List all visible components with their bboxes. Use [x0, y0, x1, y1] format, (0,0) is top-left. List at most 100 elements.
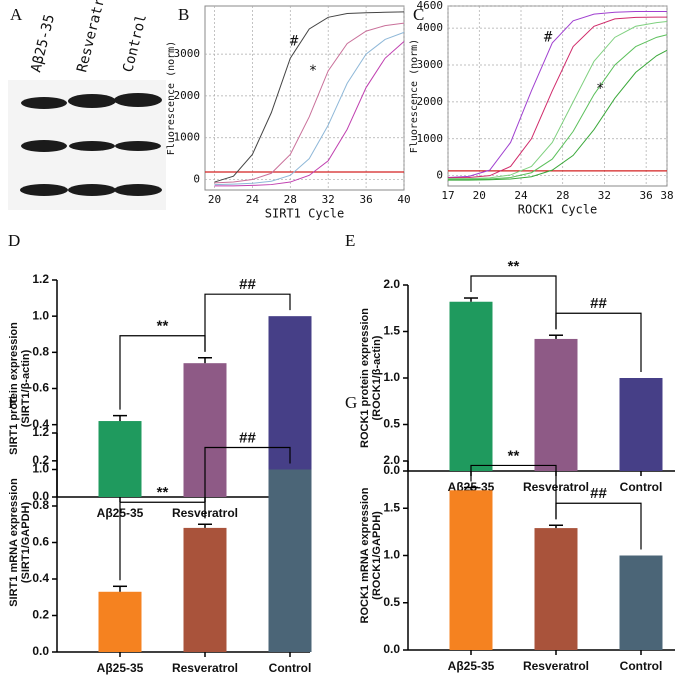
- y-axis-label: Fluorescence (norm): [166, 41, 177, 155]
- western-blot: A: [8, 5, 166, 210]
- y-tick-label: 1000: [417, 132, 444, 145]
- significance-label: ##: [590, 295, 607, 312]
- y-tick-label: 0.8: [32, 345, 49, 359]
- panel-letter: G: [345, 393, 357, 412]
- annotation: #: [544, 29, 553, 45]
- lane-label: Control: [120, 13, 150, 74]
- y-tick-label: 0.8: [32, 498, 49, 512]
- x-tick-label: 28: [284, 193, 297, 206]
- blot-bands: [20, 93, 162, 196]
- x-axis-label: ROCK1 Cycle: [518, 203, 597, 217]
- panel-letter: E: [345, 231, 355, 250]
- plot-area: [447, 5, 668, 187]
- significance-label: **: [508, 258, 520, 275]
- bar: [98, 421, 142, 497]
- curve: [214, 11, 405, 183]
- significance-bracket: [555, 502, 642, 550]
- significance-bracket: [204, 293, 291, 352]
- bar: [268, 316, 312, 497]
- bar: [534, 338, 578, 471]
- y-tick-label: 0.2: [32, 608, 49, 622]
- bar: [534, 528, 578, 650]
- x-tick-label: 36: [359, 193, 372, 206]
- y-axis-label: SIRT1 mRNA expression: [8, 478, 20, 607]
- y-tick-label: 0.0: [383, 642, 400, 656]
- y-axis-label: (ROCK1/β-actin): [371, 335, 383, 420]
- y-axis-label: ROCK1 protein expression: [359, 308, 371, 448]
- x-tick-label: Control: [269, 661, 312, 675]
- x-tick-label: 24: [246, 193, 260, 206]
- x-tick-label: 32: [598, 189, 611, 202]
- y-tick-label: 0.0: [32, 489, 49, 503]
- y-tick-label: 1.2: [32, 425, 49, 439]
- y-tick-label: 2.0: [383, 453, 400, 467]
- y-tick-label: 3000: [174, 47, 201, 60]
- bar: [619, 378, 663, 471]
- line-chart: 0 1000 2000 3000 4000 4600 17 20 24 28 32 36 38 # * ROC…: [409, 0, 674, 217]
- bar: [98, 591, 142, 652]
- lane-label: Aβ25-35: [28, 13, 58, 74]
- y-tick-label: 1.2: [32, 272, 49, 286]
- significance-label: **: [157, 318, 169, 335]
- x-tick-label: Aβ25-35: [97, 661, 144, 675]
- y-tick-label: 3000: [417, 58, 444, 71]
- significance-label: **: [157, 484, 169, 501]
- x-tick-label: Resveratrol: [172, 661, 238, 675]
- y-tick-label: 0.4: [32, 417, 49, 431]
- annotation: *: [596, 81, 604, 97]
- y-tick-label: 0.0: [32, 644, 49, 658]
- x-tick-label: Aβ25-35: [448, 659, 495, 673]
- x-tick-label: 32: [322, 193, 335, 206]
- bar: [449, 301, 493, 471]
- significance-bracket: [470, 464, 557, 520]
- significance-bracket: [555, 312, 642, 372]
- y-axis-label: (ROCK1/GAPDH): [371, 511, 383, 600]
- y-tick-label: 1.0: [383, 548, 400, 562]
- significance-bracket: [204, 446, 291, 519]
- y-tick-label: 0.6: [32, 381, 49, 395]
- curve: [448, 34, 668, 180]
- y-tick-label: 1000: [174, 131, 201, 144]
- significance-bracket: [470, 275, 557, 330]
- y-tick-label: 2000: [417, 95, 444, 108]
- x-tick-label: 28: [556, 189, 569, 202]
- y-tick-label: 1.0: [32, 462, 49, 476]
- x-tick-label: Control: [620, 480, 663, 494]
- significance-label: **: [508, 447, 520, 464]
- x-tick-label: 36: [640, 189, 653, 202]
- y-axis-label: ROCK1 mRNA expression: [359, 487, 371, 623]
- y-tick-label: 1.5: [383, 324, 400, 338]
- panel-letter: F: [8, 393, 17, 412]
- x-tick-label: 17: [441, 189, 454, 202]
- y-tick-label: 0: [193, 173, 200, 186]
- y-tick-label: 4000: [417, 21, 444, 34]
- y-tick-label: 0.5: [383, 595, 400, 609]
- annotation: #: [290, 34, 299, 50]
- y-tick-label: 0.2: [32, 453, 49, 467]
- x-tick-label: Resveratrol: [523, 659, 589, 673]
- x-tick-label: 38: [660, 189, 673, 202]
- curve: [214, 41, 405, 187]
- y-axis-label: SIRT1 protein expression: [8, 322, 20, 455]
- panel-letter: B: [178, 5, 189, 24]
- lane-label: Resveratrol: [74, 0, 112, 74]
- curve: [448, 49, 668, 181]
- y-axis-label: Fluorescence (norm): [409, 39, 420, 153]
- bar: [268, 469, 312, 652]
- curve: [447, 16, 667, 179]
- y-tick-label: 1.0: [383, 370, 400, 384]
- x-tick-label: 24: [514, 189, 528, 202]
- bar: [449, 490, 493, 650]
- significance-label: ##: [239, 276, 256, 293]
- y-tick-label: 0.5: [383, 417, 400, 431]
- x-tick-label: 20: [208, 193, 221, 206]
- y-tick-label: 0: [436, 169, 443, 182]
- curve: [447, 11, 667, 179]
- y-tick-label: 0.6: [32, 535, 49, 549]
- bar-chart: 0.0 0.5 1.0 1.5 2.0 Aβ25-35 Resveratrol Control…: [359, 447, 675, 673]
- y-tick-label: 2.0: [383, 277, 400, 291]
- bar-chart: 0.00.20.40.60.81.01.2Aβ25-35ResveratrolC…: [8, 272, 312, 520]
- panel-letter: C: [413, 5, 424, 24]
- significance-label: ##: [590, 485, 607, 502]
